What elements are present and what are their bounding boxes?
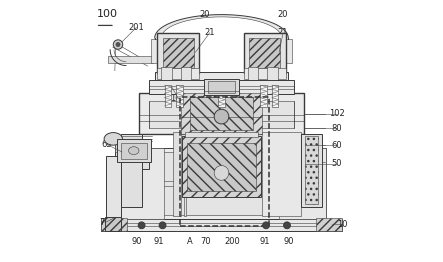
Bar — [165, 85, 171, 107]
Text: 60: 60 — [331, 141, 342, 150]
Text: 102: 102 — [329, 110, 345, 118]
Bar — [187, 143, 256, 191]
Bar — [120, 143, 147, 159]
Bar — [155, 80, 288, 85]
Bar — [120, 134, 142, 207]
Bar — [267, 67, 278, 83]
Text: A: A — [187, 237, 192, 246]
Text: 50: 50 — [331, 159, 342, 168]
Bar — [185, 132, 258, 137]
Bar — [301, 134, 323, 207]
Bar — [163, 38, 194, 68]
Text: 611: 611 — [225, 94, 241, 103]
Text: 101: 101 — [171, 94, 186, 103]
Text: 76: 76 — [100, 218, 110, 227]
Bar — [249, 38, 280, 68]
Text: 10: 10 — [337, 220, 347, 228]
Bar — [176, 85, 183, 107]
Bar — [173, 132, 181, 216]
Bar — [161, 67, 172, 83]
Bar — [179, 97, 268, 226]
Text: 200: 200 — [224, 237, 240, 246]
Bar — [305, 136, 319, 204]
Ellipse shape — [104, 133, 122, 145]
Bar — [205, 79, 238, 95]
Circle shape — [214, 166, 229, 180]
Bar — [182, 136, 261, 196]
Circle shape — [113, 40, 123, 49]
Text: 103: 103 — [183, 94, 199, 103]
Bar — [272, 85, 278, 107]
Text: 201: 201 — [128, 23, 144, 32]
Bar — [262, 132, 301, 216]
Circle shape — [116, 42, 120, 47]
Bar — [155, 72, 288, 81]
Text: 91: 91 — [260, 237, 270, 246]
Bar — [106, 156, 120, 219]
Bar — [151, 39, 159, 63]
Text: 611: 611 — [195, 94, 211, 103]
Bar — [316, 218, 342, 231]
Circle shape — [263, 222, 269, 229]
Bar — [208, 81, 235, 93]
Text: 21: 21 — [205, 28, 215, 37]
Bar — [149, 101, 294, 128]
Text: 90: 90 — [131, 237, 142, 246]
Text: 65: 65 — [101, 140, 112, 149]
Bar — [115, 139, 149, 169]
Bar — [117, 148, 164, 219]
Text: 91: 91 — [153, 237, 164, 246]
Bar — [183, 169, 186, 216]
Text: 40: 40 — [219, 85, 229, 94]
Bar — [181, 67, 191, 83]
Bar — [279, 148, 326, 219]
Bar — [108, 56, 153, 63]
Bar — [284, 39, 292, 63]
Text: 20: 20 — [199, 10, 210, 19]
Polygon shape — [155, 15, 288, 38]
Circle shape — [159, 222, 166, 229]
Bar — [124, 152, 319, 215]
Bar — [115, 139, 149, 152]
Text: 80: 80 — [331, 124, 342, 133]
Text: 20: 20 — [278, 10, 288, 19]
Bar — [260, 85, 267, 107]
Circle shape — [214, 109, 229, 124]
Bar — [218, 85, 225, 107]
Bar — [101, 218, 127, 231]
Bar — [117, 148, 326, 219]
Ellipse shape — [128, 147, 139, 155]
Circle shape — [284, 222, 291, 229]
Circle shape — [119, 147, 130, 157]
Circle shape — [138, 222, 145, 229]
Bar — [157, 33, 199, 73]
Bar — [149, 80, 294, 94]
Bar — [244, 68, 286, 79]
Bar — [248, 67, 258, 83]
Text: 21: 21 — [278, 28, 288, 37]
Bar — [157, 68, 199, 79]
Bar — [101, 219, 342, 231]
Text: 70: 70 — [201, 237, 211, 246]
Bar — [244, 33, 286, 73]
Bar — [139, 93, 304, 134]
Text: 90: 90 — [283, 237, 294, 246]
Bar — [117, 139, 151, 162]
Bar — [190, 97, 253, 130]
Text: 30: 30 — [210, 94, 220, 103]
Text: 100: 100 — [97, 9, 118, 19]
Polygon shape — [105, 217, 120, 231]
Bar — [181, 93, 262, 134]
